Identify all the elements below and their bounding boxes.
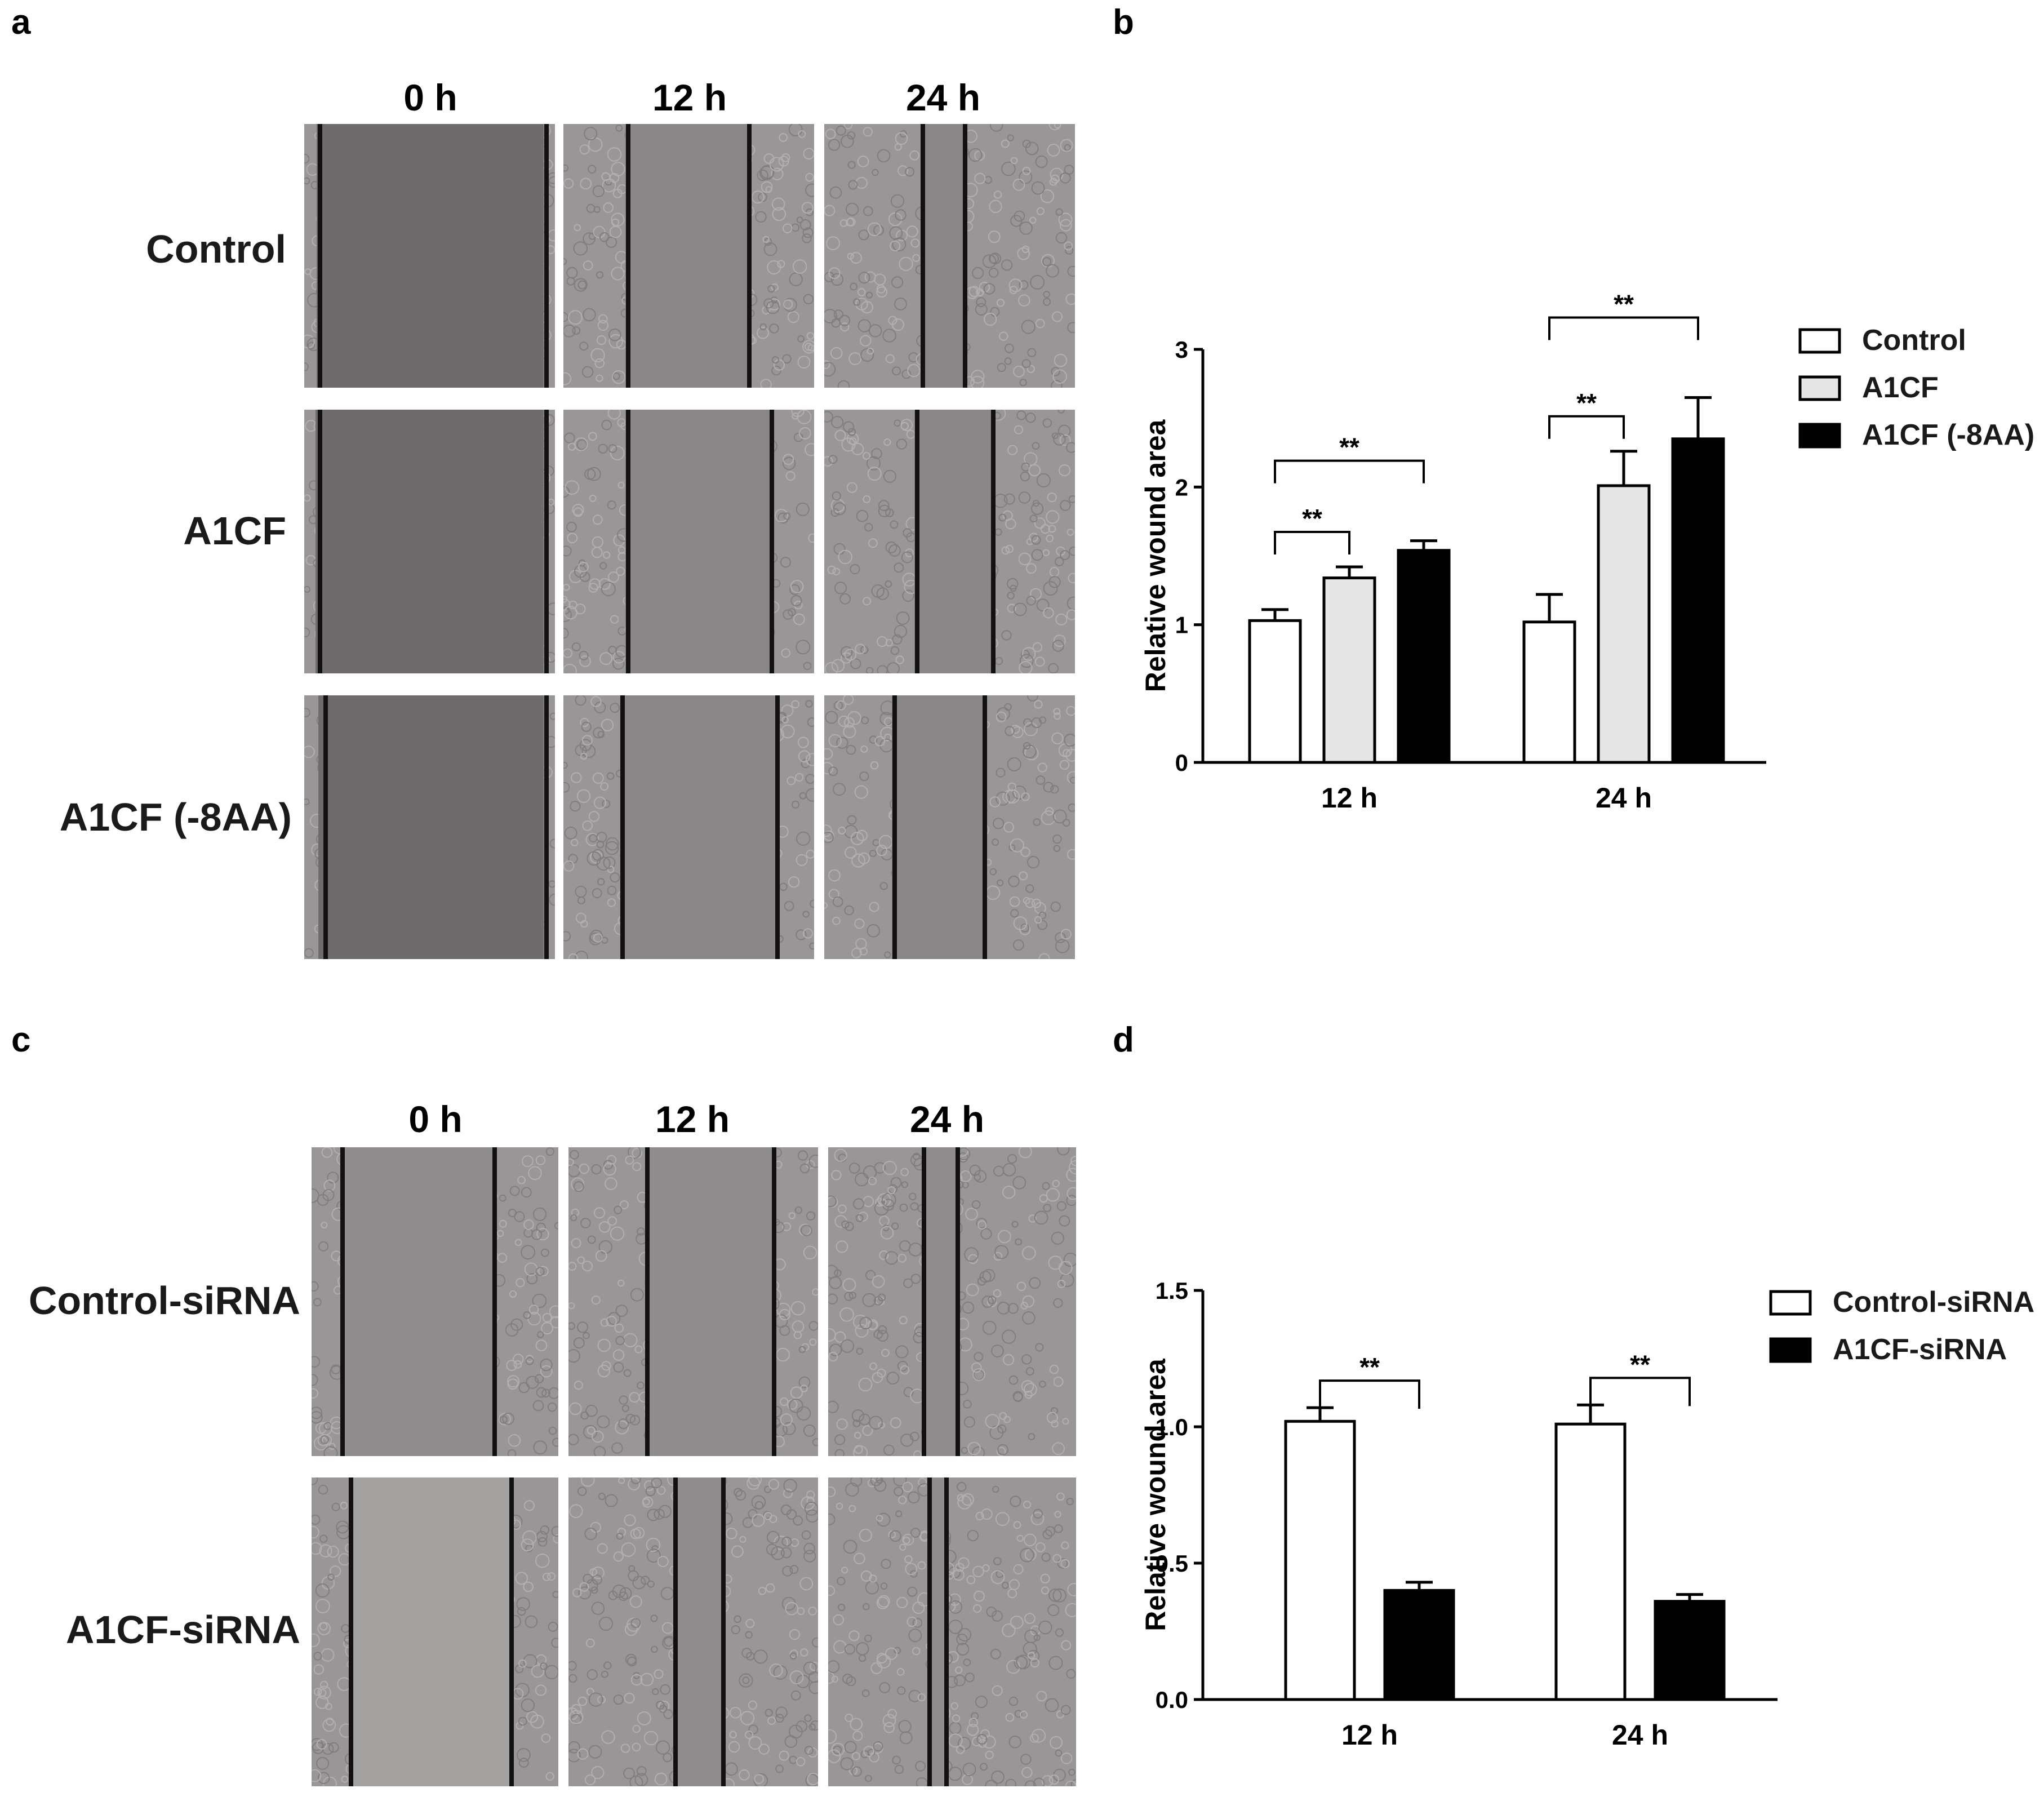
bar-0-1 xyxy=(1556,1424,1625,1700)
significance-label: ** xyxy=(1359,1352,1380,1382)
significance-bracket xyxy=(1320,1381,1419,1409)
significance-label: ** xyxy=(1630,1350,1650,1379)
y-tick-label: 0.0 xyxy=(1156,1687,1188,1713)
bar-1-1 xyxy=(1655,1601,1724,1700)
bar-1-0 xyxy=(1385,1590,1454,1700)
y-tick-label: 1.5 xyxy=(1156,1277,1188,1304)
legend-entry: Control-siRNA xyxy=(1833,1286,2034,1319)
significance-bracket xyxy=(1590,1378,1690,1406)
x-tick-label: 12 h xyxy=(1341,1719,1398,1751)
y-axis-label: Relative wound area xyxy=(1140,1358,1171,1631)
x-tick-label: 24 h xyxy=(1612,1719,1668,1751)
legend-swatch xyxy=(1771,1292,1810,1314)
legend-entry: A1CF-siRNA xyxy=(1833,1333,2007,1366)
bar-0-0 xyxy=(1286,1421,1354,1700)
legend-swatch xyxy=(1771,1339,1810,1361)
